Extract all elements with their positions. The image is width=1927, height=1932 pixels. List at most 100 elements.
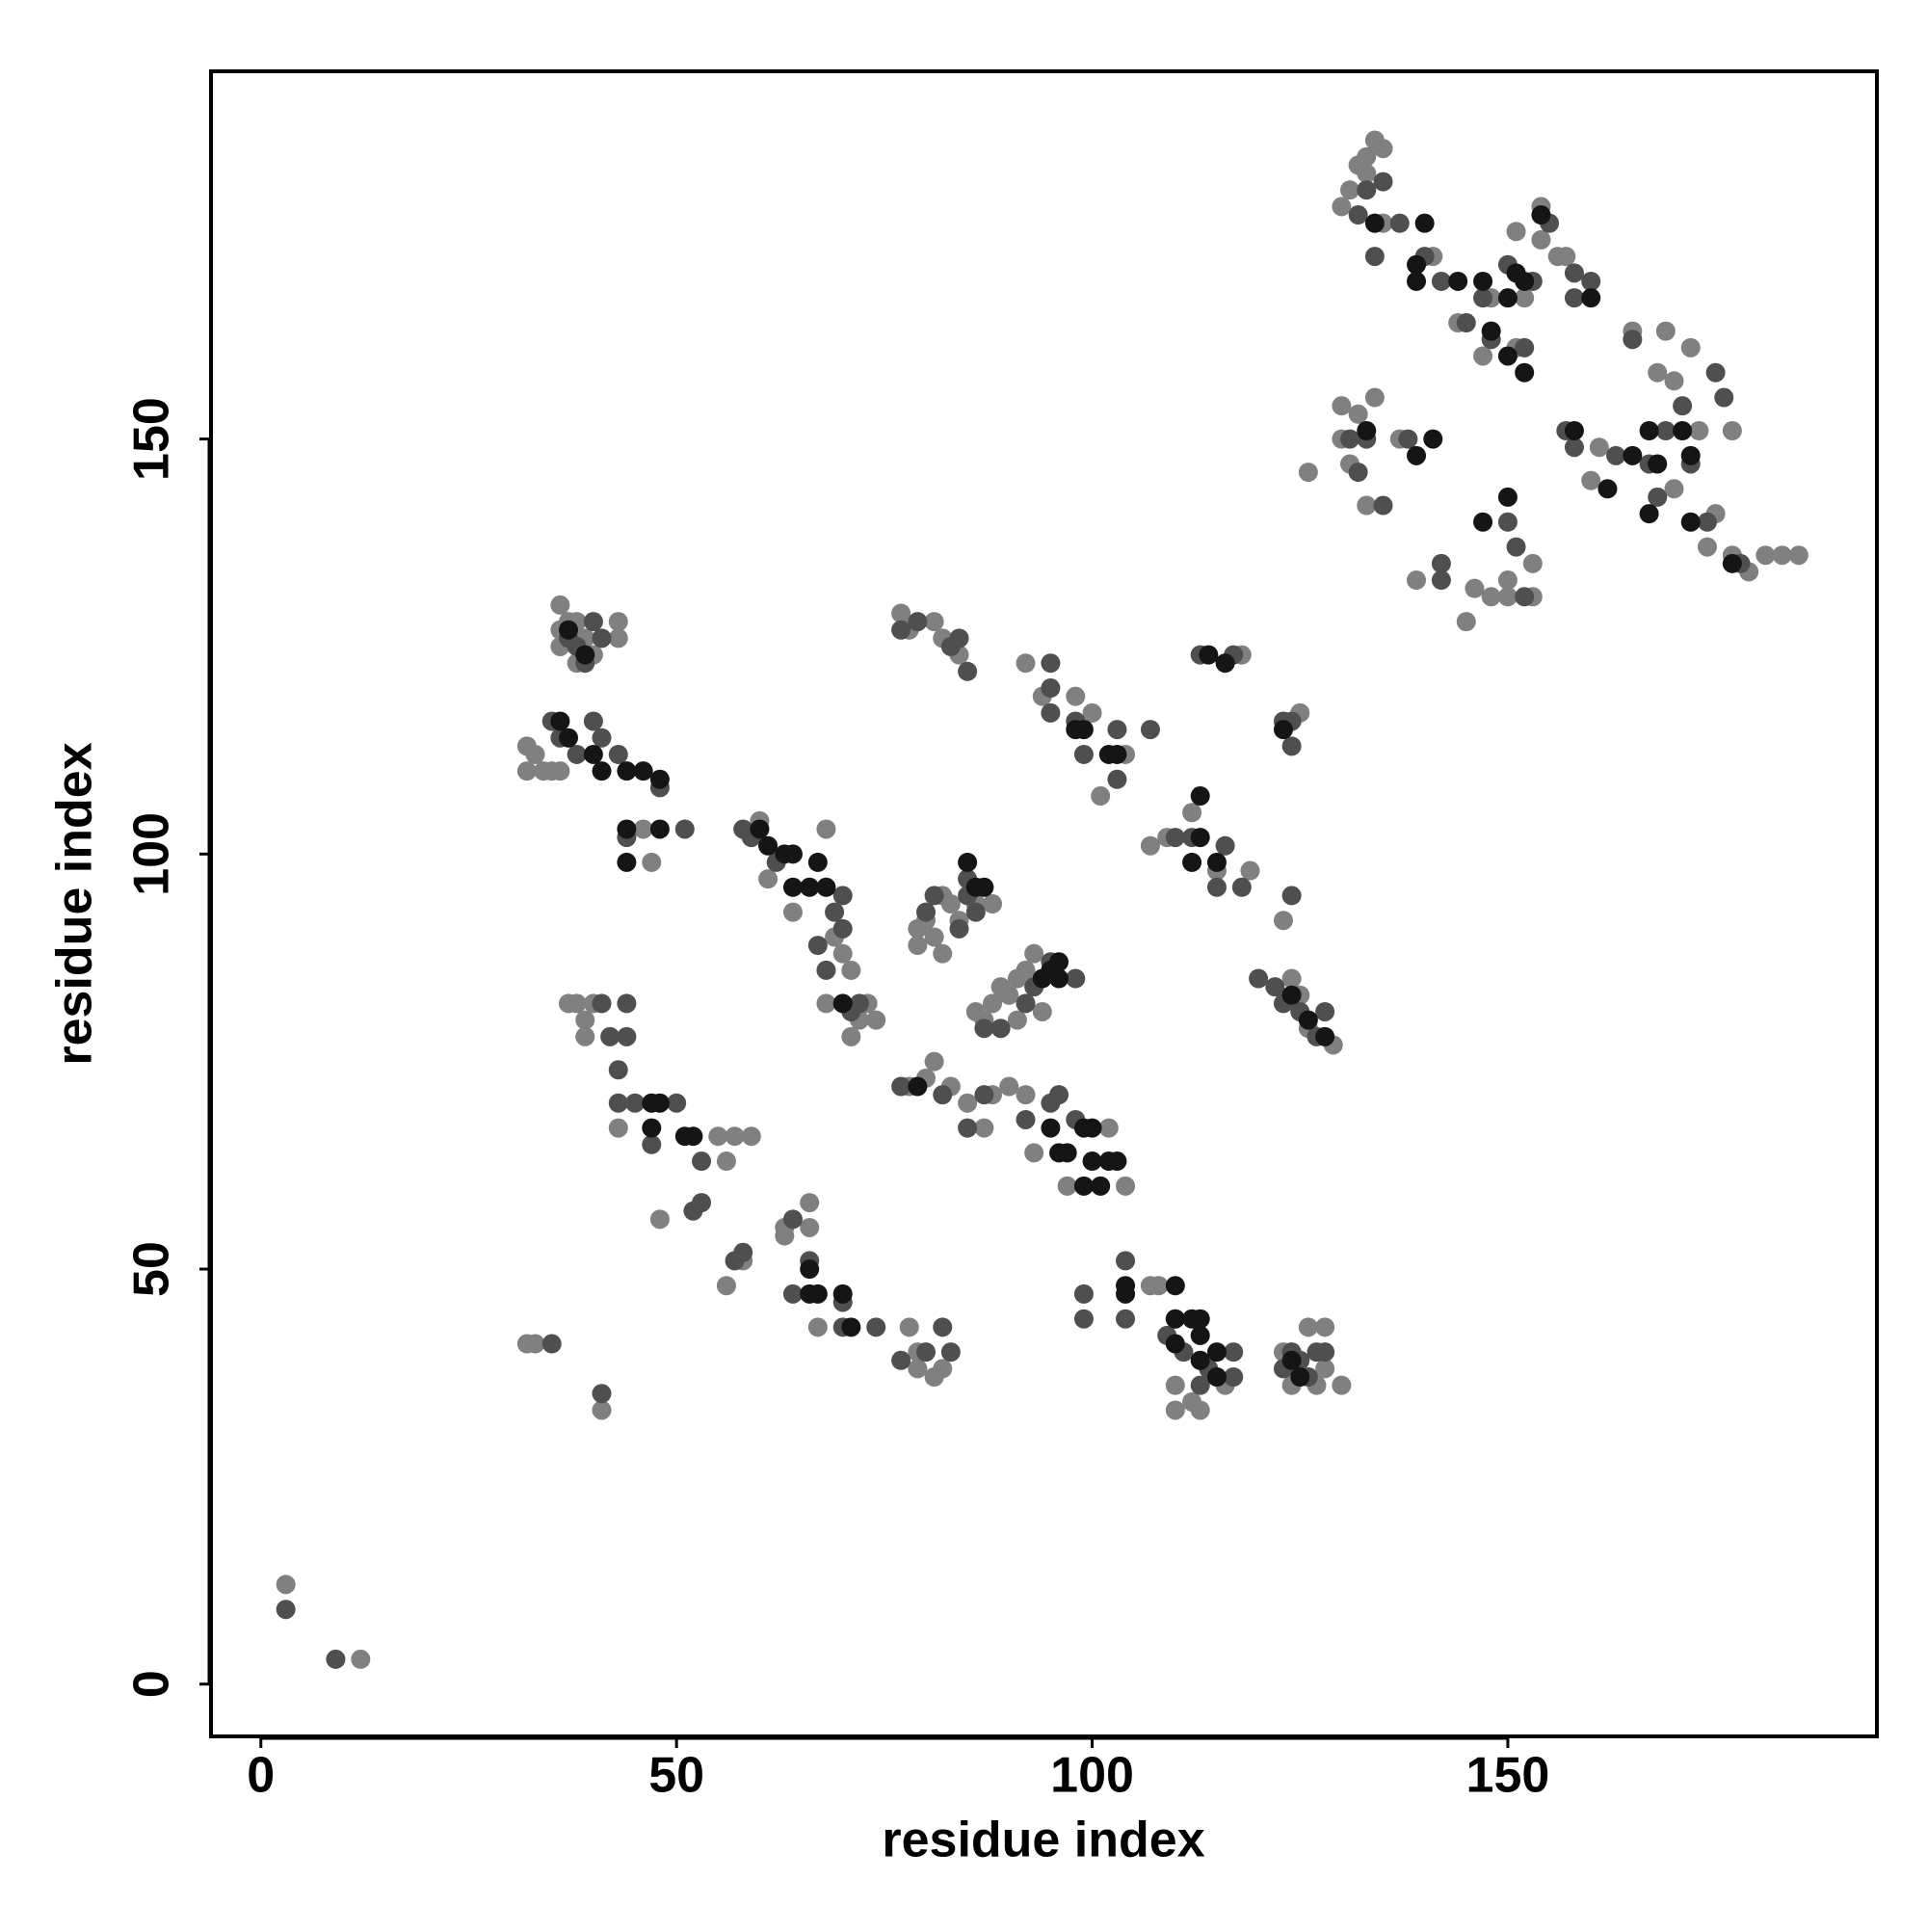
point bbox=[983, 894, 1003, 913]
point bbox=[832, 1284, 853, 1304]
point bbox=[1389, 213, 1410, 233]
point bbox=[1041, 678, 1061, 699]
point bbox=[1016, 993, 1036, 1014]
point bbox=[899, 1317, 919, 1337]
point bbox=[1515, 271, 1535, 291]
point bbox=[800, 877, 820, 897]
point bbox=[1199, 645, 1219, 665]
point bbox=[750, 819, 770, 839]
point bbox=[600, 1026, 620, 1046]
point bbox=[608, 628, 628, 648]
point bbox=[891, 603, 911, 623]
point bbox=[800, 1193, 820, 1213]
point bbox=[1364, 213, 1385, 233]
point bbox=[1315, 1359, 1335, 1379]
point bbox=[1348, 463, 1368, 483]
point bbox=[849, 993, 869, 1014]
point bbox=[1016, 960, 1036, 980]
point bbox=[974, 1118, 994, 1138]
point bbox=[1224, 1367, 1244, 1388]
point bbox=[1116, 1251, 1136, 1271]
point bbox=[617, 1026, 637, 1046]
point bbox=[674, 819, 695, 839]
point bbox=[1755, 545, 1776, 566]
point bbox=[1049, 1085, 1069, 1105]
point bbox=[1190, 828, 1210, 848]
point bbox=[1206, 877, 1227, 897]
point bbox=[1589, 437, 1609, 458]
point bbox=[625, 1093, 646, 1113]
point bbox=[940, 894, 961, 913]
point bbox=[1057, 1143, 1077, 1163]
point bbox=[1465, 578, 1485, 598]
point bbox=[674, 1126, 695, 1147]
point bbox=[933, 1359, 953, 1379]
point bbox=[583, 612, 603, 632]
point bbox=[1049, 952, 1069, 972]
point bbox=[1273, 720, 1293, 740]
point bbox=[999, 1076, 1019, 1097]
point bbox=[1506, 537, 1526, 557]
point bbox=[974, 1085, 994, 1105]
point bbox=[276, 1575, 296, 1595]
point bbox=[1581, 470, 1601, 490]
point bbox=[999, 985, 1019, 1005]
point bbox=[1298, 1010, 1318, 1030]
point bbox=[1497, 288, 1518, 308]
point bbox=[1182, 803, 1202, 823]
point bbox=[915, 902, 936, 922]
point bbox=[983, 993, 1003, 1014]
point bbox=[940, 636, 961, 656]
point bbox=[1655, 420, 1676, 440]
point bbox=[758, 869, 779, 889]
point bbox=[1606, 445, 1626, 465]
point bbox=[1788, 545, 1808, 566]
point bbox=[1680, 445, 1701, 465]
point bbox=[807, 852, 828, 872]
point bbox=[1107, 1151, 1127, 1172]
point bbox=[1581, 288, 1601, 308]
point bbox=[1315, 1001, 1335, 1021]
point bbox=[733, 1242, 753, 1262]
point bbox=[525, 744, 545, 764]
point bbox=[782, 1284, 803, 1304]
point bbox=[1497, 570, 1518, 591]
point bbox=[1224, 1342, 1244, 1363]
point bbox=[541, 1334, 562, 1354]
point bbox=[1515, 288, 1535, 308]
point bbox=[1697, 537, 1717, 557]
point bbox=[924, 927, 944, 947]
point bbox=[1190, 1350, 1210, 1370]
y-tick-label: 0 bbox=[124, 1670, 180, 1698]
point bbox=[1481, 321, 1501, 341]
point bbox=[1481, 587, 1501, 607]
point bbox=[1290, 1367, 1310, 1388]
point bbox=[1448, 271, 1468, 291]
point bbox=[1564, 420, 1584, 440]
point bbox=[716, 1151, 736, 1172]
point bbox=[832, 918, 853, 939]
point bbox=[1722, 420, 1742, 440]
point bbox=[1281, 886, 1302, 906]
point bbox=[1348, 404, 1368, 424]
x-tick-label: 100 bbox=[1050, 1748, 1134, 1804]
point bbox=[1057, 1176, 1077, 1196]
point bbox=[1190, 1325, 1210, 1345]
point bbox=[1032, 1001, 1052, 1021]
point bbox=[608, 1060, 628, 1080]
point bbox=[1249, 968, 1269, 989]
point bbox=[832, 886, 853, 906]
point bbox=[1423, 429, 1443, 449]
point bbox=[807, 936, 828, 956]
point bbox=[1049, 968, 1069, 989]
point bbox=[1623, 445, 1643, 465]
point bbox=[583, 711, 603, 731]
point bbox=[1206, 1367, 1227, 1388]
point bbox=[1073, 720, 1094, 740]
point bbox=[1373, 172, 1393, 192]
point bbox=[832, 943, 853, 964]
point bbox=[575, 1010, 595, 1030]
point bbox=[1407, 445, 1427, 465]
point bbox=[1165, 1276, 1185, 1296]
